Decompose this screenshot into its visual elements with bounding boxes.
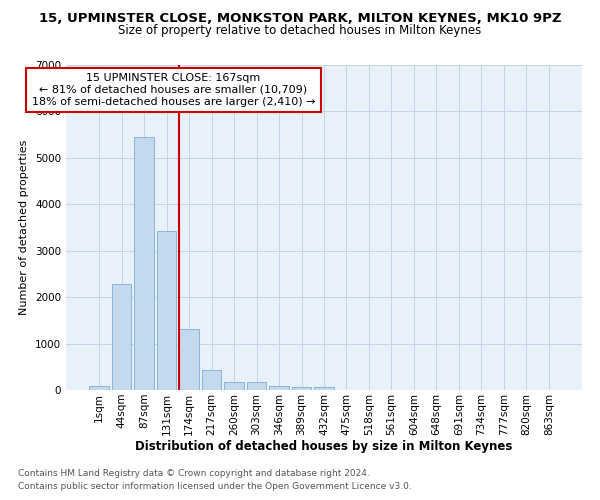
Text: Size of property relative to detached houses in Milton Keynes: Size of property relative to detached ho… [118, 24, 482, 37]
Bar [179, 328, 199, 390]
Text: 15, UPMINSTER CLOSE, MONKSTON PARK, MILTON KEYNES, MK10 9PZ: 15, UPMINSTER CLOSE, MONKSTON PARK, MILT… [39, 12, 561, 26]
Bar [134, 136, 154, 390]
Bar [269, 386, 289, 390]
Bar [89, 386, 109, 390]
Bar [112, 284, 131, 390]
Bar [247, 382, 266, 390]
Bar [292, 387, 311, 390]
Bar [202, 370, 221, 390]
Bar [314, 388, 334, 390]
Bar [224, 382, 244, 390]
Text: Contains public sector information licensed under the Open Government Licence v3: Contains public sector information licen… [18, 482, 412, 491]
Text: 15 UPMINSTER CLOSE: 167sqm
← 81% of detached houses are smaller (10,709)
18% of : 15 UPMINSTER CLOSE: 167sqm ← 81% of deta… [32, 74, 315, 106]
X-axis label: Distribution of detached houses by size in Milton Keynes: Distribution of detached houses by size … [136, 440, 512, 454]
Y-axis label: Number of detached properties: Number of detached properties [19, 140, 29, 315]
Bar [157, 231, 176, 390]
Text: Contains HM Land Registry data © Crown copyright and database right 2024.: Contains HM Land Registry data © Crown c… [18, 468, 370, 477]
